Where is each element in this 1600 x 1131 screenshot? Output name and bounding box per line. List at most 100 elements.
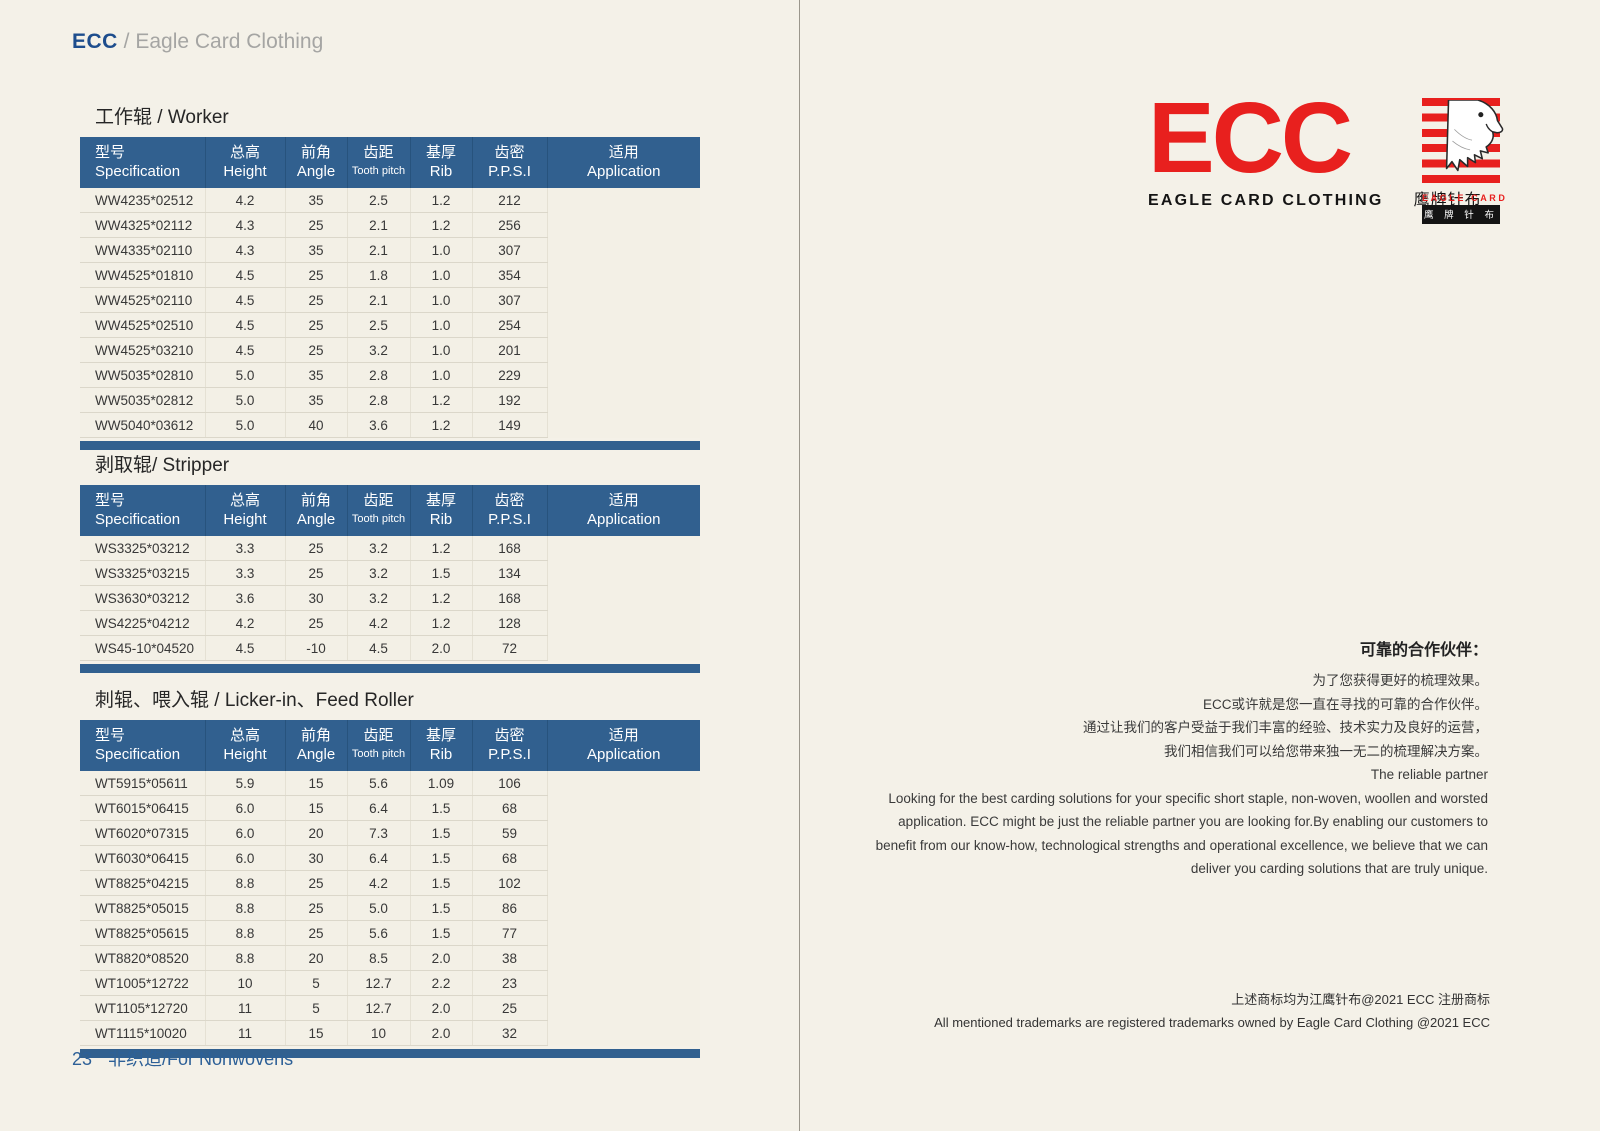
value-cell: 35 bbox=[285, 188, 348, 213]
column-header-specification: 型号 Specification bbox=[80, 720, 206, 771]
spec-cell: WW4525*01810 bbox=[80, 262, 206, 288]
page-divider bbox=[799, 0, 800, 1131]
value-cell: 23 bbox=[472, 970, 548, 996]
value-cell: 212 bbox=[472, 188, 548, 213]
value-cell: 168 bbox=[472, 536, 548, 561]
value-cell: 8.8 bbox=[205, 920, 286, 946]
table-row: WS3630*03212 3.6 30 3.2 1.2 168 bbox=[80, 585, 700, 611]
value-cell: 1.2 bbox=[410, 412, 473, 438]
table-row: WS3325*03215 3.3 25 3.2 1.5 134 bbox=[80, 560, 700, 586]
value-cell: 254 bbox=[472, 312, 548, 338]
value-cell: 2.5 bbox=[347, 188, 411, 213]
licker-in-table: 型号 Specification 总高 Height 前角 Angle 齿距 Tooth pi… bbox=[80, 720, 700, 1046]
value-cell: 2.8 bbox=[347, 362, 411, 388]
spec-cell: WT6030*06415 bbox=[80, 845, 206, 871]
section-stripper: 剥取辊/ Stripper 型号 Specification 总高 Height 前角 A… bbox=[80, 450, 700, 673]
section-title-licker-in: 刺辊、喂入辊 / Licker-in、Feed Roller bbox=[95, 690, 414, 711]
partner-line-zh: 我们相信我们可以给您带来独一无二的梳理解决方案。 bbox=[1164, 743, 1488, 759]
value-cell: 5 bbox=[285, 970, 348, 996]
value-cell: 25 bbox=[285, 262, 348, 288]
table-row: WW4525*03210 4.5 25 3.2 1.0 201 bbox=[80, 337, 700, 363]
column-header-height: 总高 Height bbox=[205, 720, 286, 771]
value-cell: 3.3 bbox=[205, 536, 286, 561]
trademark-zh: 上述商标均为江鹰针布@2021 ECC 注册商标 bbox=[1231, 992, 1490, 1007]
value-cell: 12.7 bbox=[347, 995, 411, 1021]
value-cell: 30 bbox=[285, 585, 348, 611]
value-cell: 134 bbox=[472, 560, 548, 586]
table-row: WT6020*07315 6.0 20 7.3 1.5 59 bbox=[80, 820, 700, 846]
value-cell: 6.0 bbox=[205, 795, 286, 821]
value-cell: 256 bbox=[472, 212, 548, 238]
table-row: WT1105*12720 11 5 12.7 2.0 25 bbox=[80, 995, 700, 1021]
page-number: 23 bbox=[72, 1049, 93, 1069]
spec-cell: WW5035*02812 bbox=[80, 387, 206, 413]
value-cell: 2.1 bbox=[347, 287, 411, 313]
table-row: WT8825*04215 8.8 25 4.2 1.5 102 bbox=[80, 870, 700, 896]
value-cell: 25 bbox=[285, 337, 348, 363]
section-title-stripper: 剥取辊/ Stripper bbox=[95, 455, 230, 476]
column-header-angle: 前角 Angle bbox=[285, 137, 348, 188]
value-cell: 3.3 bbox=[205, 560, 286, 586]
value-cell: 8.8 bbox=[205, 870, 286, 896]
table-row: WW4525*02510 4.5 25 2.5 1.0 254 bbox=[80, 312, 700, 338]
logo-subtitle-en: EAGLE CARD CLOTHING bbox=[1148, 192, 1384, 209]
value-cell: 1.0 bbox=[410, 337, 473, 363]
value-cell: 11 bbox=[205, 1020, 286, 1046]
table-row: WW4525*01810 4.5 25 1.8 1.0 354 bbox=[80, 262, 700, 288]
spec-cell: WW5035*02810 bbox=[80, 362, 206, 388]
spec-cell: WW4525*03210 bbox=[80, 337, 206, 363]
column-header-height: 总高 Height bbox=[205, 485, 286, 536]
value-cell: 25 bbox=[285, 870, 348, 896]
value-cell: 1.8 bbox=[347, 262, 411, 288]
value-cell: 68 bbox=[472, 795, 548, 821]
value-cell: 86 bbox=[472, 895, 548, 921]
value-cell: 25 bbox=[285, 610, 348, 636]
partner-line-en: deliver you carding solutions that are t… bbox=[1190, 861, 1488, 876]
stripper-table: 型号 Specification 总高 Height 前角 Angle 齿距 Tooth pi… bbox=[80, 485, 700, 661]
table-row: WW4235*02512 4.2 35 2.5 1.2 212 bbox=[80, 188, 700, 438]
value-cell: 4.2 bbox=[205, 188, 286, 213]
value-cell: 2.8 bbox=[347, 387, 411, 413]
column-header-tooth-pitch: 齿距 Tooth pitch bbox=[347, 720, 411, 771]
spec-cell: WS4225*04212 bbox=[80, 610, 206, 636]
spec-cell: WT8825*04215 bbox=[80, 870, 206, 896]
table-row: WW4325*02112 4.3 25 2.1 1.2 256 bbox=[80, 212, 700, 238]
logo-subtitle-zh: 鹰牌针布 bbox=[1413, 192, 1482, 209]
value-cell: 307 bbox=[472, 237, 548, 263]
value-cell: -10 bbox=[285, 635, 348, 661]
value-cell: 4.5 bbox=[205, 337, 286, 363]
value-cell: 3.2 bbox=[347, 536, 411, 561]
value-cell: 10 bbox=[347, 1020, 411, 1046]
value-cell: 20 bbox=[285, 945, 348, 971]
value-cell: 1.2 bbox=[410, 536, 473, 561]
spec-cell: WS45-10*04520 bbox=[80, 635, 206, 661]
value-cell: 2.1 bbox=[347, 212, 411, 238]
value-cell: 5.6 bbox=[347, 771, 411, 796]
spec-cell: WT6020*07315 bbox=[80, 820, 206, 846]
value-cell: 25 bbox=[285, 560, 348, 586]
partner-line-en: benefit from our know-how, technological… bbox=[875, 837, 1488, 853]
value-cell: 2.1 bbox=[347, 237, 411, 263]
value-cell: 4.3 bbox=[205, 212, 286, 238]
partner-line-zh: 通过让我们的客户受益于我们丰富的经验、技术实力及良好的运营， bbox=[1083, 720, 1488, 735]
spec-cell: WT8820*08520 bbox=[80, 945, 206, 971]
value-cell: 2.5 bbox=[347, 312, 411, 338]
partner-text-block: 可靠的合作伙伴： 为了您获得更好的梳理效果。 ECC或许就是您一直在寻找的可靠的… bbox=[828, 636, 1488, 881]
column-header-p-p-s-i: 齿密 P.P.S.I bbox=[472, 137, 548, 188]
value-cell: 1.5 bbox=[410, 560, 473, 586]
value-cell: 8.8 bbox=[205, 945, 286, 971]
value-cell: 1.2 bbox=[410, 610, 473, 636]
value-cell: 38 bbox=[472, 945, 548, 971]
value-cell: 128 bbox=[472, 610, 548, 636]
spec-cell: WW5040*03612 bbox=[80, 412, 206, 438]
value-cell: 25 bbox=[285, 287, 348, 313]
table-row: WT8820*08520 8.8 20 8.5 2.0 38 bbox=[80, 945, 700, 971]
application-cell bbox=[547, 188, 700, 438]
spec-cell: WT8825*05015 bbox=[80, 895, 206, 921]
page-footer-label: 非织造/For Nonwovens bbox=[108, 1049, 294, 1069]
partner-line-zh: 为了您获得更好的梳理效果。 bbox=[1312, 673, 1489, 688]
value-cell: 3.6 bbox=[347, 412, 411, 438]
value-cell: 1.0 bbox=[410, 312, 473, 338]
emblem-subtitle: 鹰 牌 针 布 bbox=[1422, 205, 1500, 224]
